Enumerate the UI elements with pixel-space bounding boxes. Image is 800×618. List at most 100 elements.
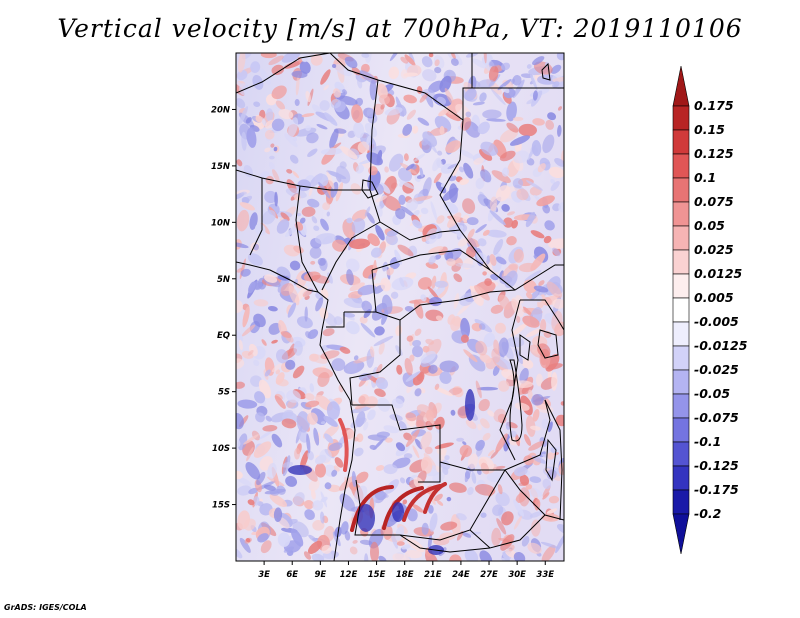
field-cell	[236, 330, 243, 342]
colorbar-swatch	[672, 321, 690, 347]
field-cell	[462, 441, 467, 446]
lake-outline	[537, 329, 559, 359]
field-cell	[480, 462, 490, 475]
field-cell	[420, 294, 427, 302]
field-cell	[324, 433, 334, 444]
field-cell	[529, 511, 542, 518]
field-cell	[406, 109, 416, 120]
field-cell	[376, 431, 390, 438]
field-cell	[472, 101, 485, 106]
field-cell	[333, 316, 343, 326]
field-cell	[422, 177, 432, 197]
field-cell	[398, 179, 415, 190]
field-cell	[405, 412, 417, 422]
field-cell	[316, 123, 328, 130]
field-cell	[305, 125, 311, 131]
field-cell	[236, 209, 250, 232]
field-cell	[373, 335, 394, 347]
field-cell	[452, 164, 460, 177]
colorbar-swatch	[672, 369, 690, 395]
field-cell	[237, 53, 246, 73]
colorbar-label: -0.125	[694, 458, 739, 473]
field-cell	[505, 421, 511, 430]
field-cell	[409, 354, 415, 362]
field-cell	[304, 509, 315, 521]
field-cell	[458, 166, 465, 173]
field-cell	[351, 471, 357, 488]
field-cell	[330, 98, 342, 109]
field-cell	[357, 78, 363, 89]
field-cell	[402, 123, 413, 136]
field-cell	[466, 217, 479, 226]
border-line	[349, 311, 401, 406]
field-cell	[237, 477, 252, 486]
field-cell	[425, 420, 433, 431]
field-cell	[383, 525, 393, 540]
field-cell	[541, 545, 556, 561]
field-cell	[521, 536, 530, 547]
field-cell	[492, 365, 500, 376]
field-cell	[321, 544, 332, 554]
border-line	[326, 312, 345, 328]
field-cell	[525, 415, 536, 437]
field-cell	[525, 211, 536, 228]
field-cell	[346, 217, 353, 224]
field-cell	[432, 471, 445, 483]
field-cell	[482, 271, 487, 276]
field-cell	[304, 306, 308, 322]
field-cell	[265, 415, 272, 422]
field-cell	[249, 212, 258, 230]
field-cell	[453, 293, 460, 309]
field-cell	[375, 377, 389, 390]
field-cell	[521, 358, 534, 369]
field-cell	[506, 236, 517, 246]
field-cell	[370, 247, 382, 258]
colorbar-swatch	[672, 441, 690, 467]
colorbar-swatch	[672, 345, 690, 371]
field-cell	[366, 108, 376, 118]
field-cell	[439, 459, 451, 470]
field-cell	[534, 499, 541, 511]
field-cell	[478, 398, 490, 412]
field-cell	[236, 81, 242, 88]
field-cell	[529, 476, 542, 483]
field-cell	[248, 281, 256, 294]
field-cell	[390, 291, 399, 299]
field-cell	[246, 447, 254, 462]
field-cell	[237, 485, 252, 496]
field-cell	[467, 486, 474, 496]
field-cell	[385, 233, 398, 246]
field-cell	[482, 229, 490, 236]
field-cell	[483, 332, 496, 347]
updraft-band	[338, 418, 349, 472]
field-cell	[478, 323, 486, 330]
field-cell	[514, 402, 530, 411]
field-cell	[253, 496, 260, 506]
field-cell	[444, 88, 455, 106]
field-cell	[489, 254, 497, 266]
field-cell	[247, 499, 255, 506]
field-cell	[519, 367, 529, 384]
field-cell	[376, 363, 383, 374]
field-cell	[293, 492, 305, 506]
colorbar-swatch	[672, 129, 690, 155]
colorbar-swatch	[672, 393, 690, 419]
field-cell	[530, 288, 541, 301]
field-cell	[525, 484, 533, 490]
field-cell	[273, 146, 278, 152]
field-cell	[278, 109, 294, 120]
field-cell	[366, 135, 371, 145]
field-cell	[345, 429, 355, 441]
colorbar-swatch	[672, 465, 690, 491]
field-cell	[552, 247, 561, 257]
field-cell	[305, 90, 311, 103]
lake-outline	[545, 438, 557, 482]
field-cell	[417, 117, 430, 126]
field-cell	[434, 416, 445, 430]
field-cell	[236, 381, 245, 389]
colorbar-label: 0.175	[694, 98, 734, 113]
field-cell	[466, 237, 480, 248]
field-cell	[236, 242, 249, 249]
field-cell	[547, 421, 553, 433]
field-cell	[516, 188, 529, 201]
